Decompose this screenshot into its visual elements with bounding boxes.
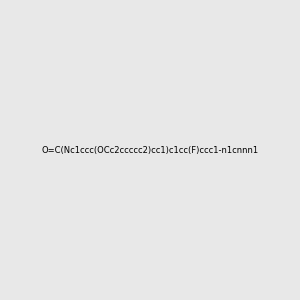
Text: O=C(Nc1ccc(OCc2ccccc2)cc1)c1cc(F)ccc1-n1cnnn1: O=C(Nc1ccc(OCc2ccccc2)cc1)c1cc(F)ccc1-n1…: [41, 146, 259, 154]
